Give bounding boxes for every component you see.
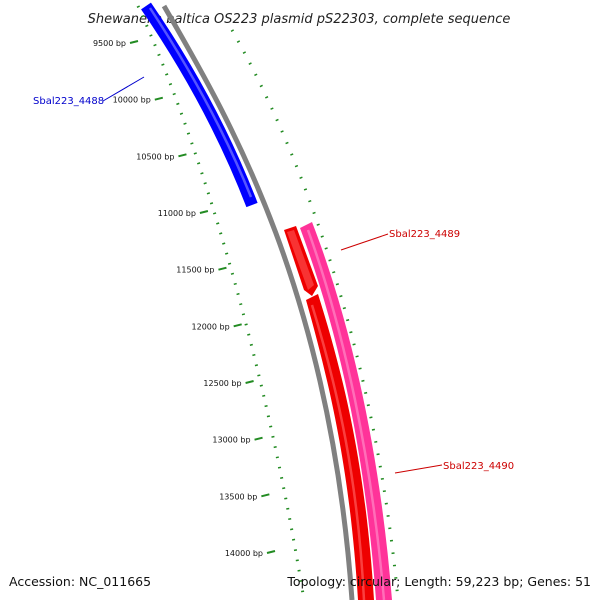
tick-mark (199, 210, 209, 214)
tick-mark (129, 40, 139, 44)
gene-sbal223-4488[interactable] (141, 2, 258, 208)
tick-mark (245, 380, 254, 384)
tick-mark (178, 153, 187, 158)
tick-mark (261, 493, 270, 498)
tick-label: 10000 bp (113, 96, 151, 105)
tick-label: 13000 bp (212, 436, 250, 445)
tick-label: 11000 bp (158, 209, 196, 218)
tick-mark (266, 550, 276, 554)
accession-text: Accession: NC_011665 (9, 574, 151, 589)
summary-text: Topology: circular; Length: 59,223 bp; G… (286, 574, 591, 589)
cds-sbal223-4490[interactable] (306, 294, 374, 600)
tick-mark (254, 436, 263, 441)
tick-label: 13500 bp (219, 492, 257, 501)
tick-label: 12500 bp (203, 379, 241, 388)
gene-label-sbal223-4488[interactable]: Sbal223_4488 (33, 76, 145, 107)
gc-content-track-inner (136, 5, 306, 600)
gene-label-sbal223-4489[interactable]: Sbal223_4489 (340, 229, 460, 251)
gene-label-sbal223-4490[interactable]: Sbal223_4490 (394, 461, 514, 474)
tick-label: 12000 bp (192, 322, 230, 331)
bp-axis-ticks: 9500 bp 10000 bp 10500 bp 11000 bp 11500 bp 1… (93, 39, 276, 558)
map-title: Shewanella baltica OS223 plasmid pS22303… (88, 12, 511, 27)
tick-label: 11500 bp (176, 266, 214, 275)
svg-text:Sbal223_4488: Sbal223_4488 (33, 96, 104, 107)
tick-mark (218, 266, 227, 271)
tick-mark (154, 96, 164, 101)
svg-text:Sbal223_4489: Sbal223_4489 (389, 229, 460, 240)
tick-mark (233, 323, 242, 328)
tick-label: 14000 bp (225, 549, 263, 558)
sequence-backbone (161, 4, 355, 600)
tick-label: 10500 bp (136, 152, 174, 161)
gene-reverse-magenta[interactable] (300, 222, 392, 600)
svg-text:Sbal223_4490: Sbal223_4490 (443, 461, 514, 472)
tick-label: 9500 bp (93, 39, 126, 48)
cds-sbal223-4489[interactable] (284, 226, 318, 296)
